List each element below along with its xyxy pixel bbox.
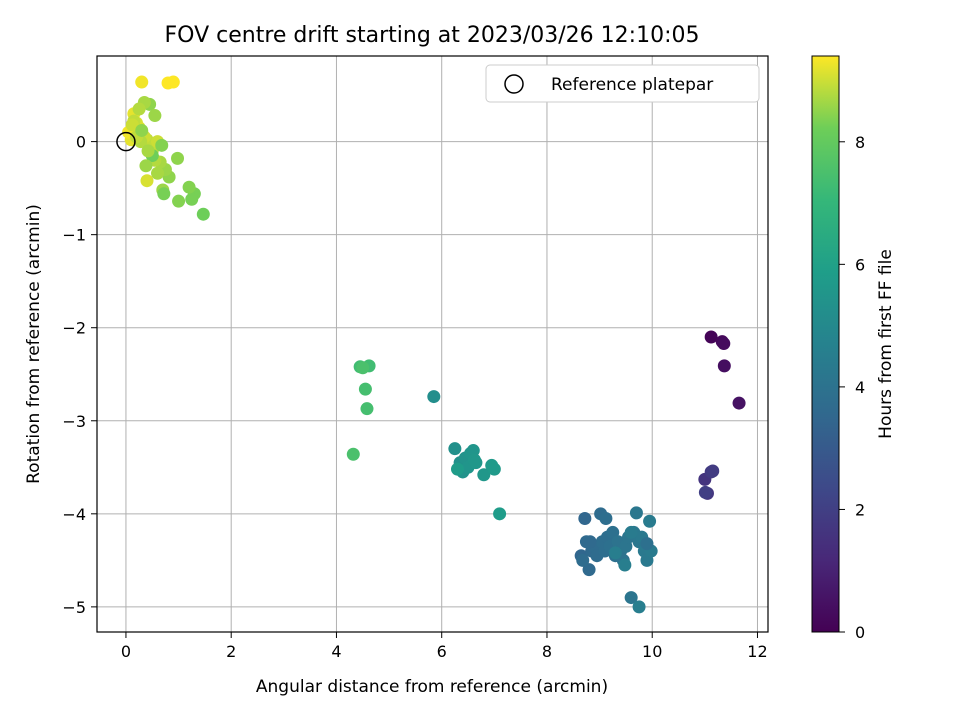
scatter-point bbox=[599, 511, 613, 525]
scatter-point bbox=[632, 600, 646, 614]
scatter-point bbox=[624, 591, 638, 605]
scatter-point bbox=[172, 194, 186, 208]
scatter-point bbox=[629, 506, 643, 520]
scatter-point bbox=[640, 537, 654, 551]
x-tick-label: 8 bbox=[542, 642, 552, 661]
scatter-point bbox=[196, 207, 210, 221]
x-axis-ticks: 0 2 4 6 8 10 12 bbox=[121, 632, 768, 661]
scatter-point bbox=[140, 174, 154, 188]
y-tick-label: −3 bbox=[62, 412, 86, 431]
x-tick-label: 4 bbox=[331, 642, 341, 661]
scatter-point bbox=[125, 118, 139, 132]
colorbar-gradient bbox=[811, 55, 840, 633]
scatter-point bbox=[135, 123, 149, 137]
x-axis-label: Angular distance from reference (arcmin) bbox=[256, 677, 608, 697]
scatter-point bbox=[358, 382, 372, 396]
scatter-point bbox=[643, 514, 657, 528]
scatter-point bbox=[166, 75, 180, 89]
scatter-point bbox=[487, 462, 501, 476]
scatter-point bbox=[582, 563, 596, 577]
y-tick-label: −4 bbox=[62, 505, 86, 524]
scatter-point bbox=[151, 166, 165, 180]
scatter-point bbox=[477, 468, 491, 482]
scatter-point bbox=[624, 525, 638, 539]
scatter-point bbox=[182, 180, 196, 194]
y-tick-label: −1 bbox=[62, 226, 86, 245]
y-axis-ticks: 0 −1 −2 −3 −4 −5 bbox=[62, 133, 97, 617]
scatter-point bbox=[704, 330, 718, 344]
scatter-point bbox=[135, 75, 149, 89]
x-tick-label: 10 bbox=[642, 642, 662, 661]
x-tick-label: 12 bbox=[747, 642, 767, 661]
scatter-point bbox=[148, 109, 162, 123]
scatter-point bbox=[171, 151, 185, 165]
legend: Reference platepar bbox=[485, 64, 760, 103]
x-tick-label: 0 bbox=[121, 642, 131, 661]
scatter-point bbox=[139, 159, 153, 173]
scatter-point bbox=[427, 390, 441, 404]
scatter-point bbox=[493, 507, 507, 521]
legend-marker-icon bbox=[504, 74, 524, 94]
x-tick-label: 6 bbox=[437, 642, 447, 661]
y-tick-label: −2 bbox=[62, 319, 86, 338]
scatter-point bbox=[469, 456, 483, 470]
scatter-point bbox=[360, 402, 374, 416]
scatter-point bbox=[717, 337, 731, 351]
scatter-point bbox=[583, 535, 597, 549]
scatter-point bbox=[157, 187, 171, 201]
colorbar-tick-label: 4 bbox=[855, 378, 865, 397]
colorbar-ticks: 0 2 4 6 8 bbox=[839, 133, 865, 642]
colorbar-tick-label: 8 bbox=[855, 133, 865, 152]
scatter-point bbox=[185, 192, 199, 206]
colorbar-tick-label: 2 bbox=[855, 500, 865, 519]
scatter-point bbox=[717, 359, 731, 373]
scatter-point bbox=[706, 464, 720, 478]
scatter-point bbox=[356, 361, 370, 375]
y-tick-label: −5 bbox=[62, 598, 86, 617]
colorbar-tick-label: 6 bbox=[855, 255, 865, 274]
scatter-point bbox=[578, 511, 592, 525]
chart-title: FOV centre drift starting at 2023/03/26 … bbox=[165, 23, 700, 48]
scatter-point bbox=[608, 546, 622, 560]
scatter-points bbox=[122, 75, 746, 614]
scatter-point bbox=[450, 462, 464, 476]
scatter-point bbox=[448, 442, 462, 456]
scatter-point bbox=[698, 485, 712, 499]
scatter-point bbox=[618, 558, 632, 572]
reference-platepar-marker bbox=[116, 131, 136, 152]
y-tick-label: 0 bbox=[76, 133, 86, 152]
scatter-point bbox=[576, 553, 590, 567]
scatter-point bbox=[155, 138, 169, 152]
colorbar: 0 2 4 6 8 Hours from first FF file bbox=[811, 55, 896, 642]
colorbar-tick-label: 0 bbox=[855, 623, 865, 642]
plot-frame bbox=[96, 55, 769, 633]
legend-box bbox=[485, 64, 760, 103]
colorbar-label: Hours from first FF file bbox=[876, 249, 896, 439]
scatter-point bbox=[132, 102, 146, 116]
legend-label: Reference platepar bbox=[551, 75, 713, 95]
y-axis-label: Rotation from reference (arcmin) bbox=[24, 204, 44, 484]
scatter-point bbox=[346, 447, 360, 461]
x-tick-label: 2 bbox=[226, 642, 236, 661]
scatter-point bbox=[141, 144, 155, 158]
scatter-point bbox=[732, 396, 746, 410]
grid bbox=[97, 56, 768, 632]
